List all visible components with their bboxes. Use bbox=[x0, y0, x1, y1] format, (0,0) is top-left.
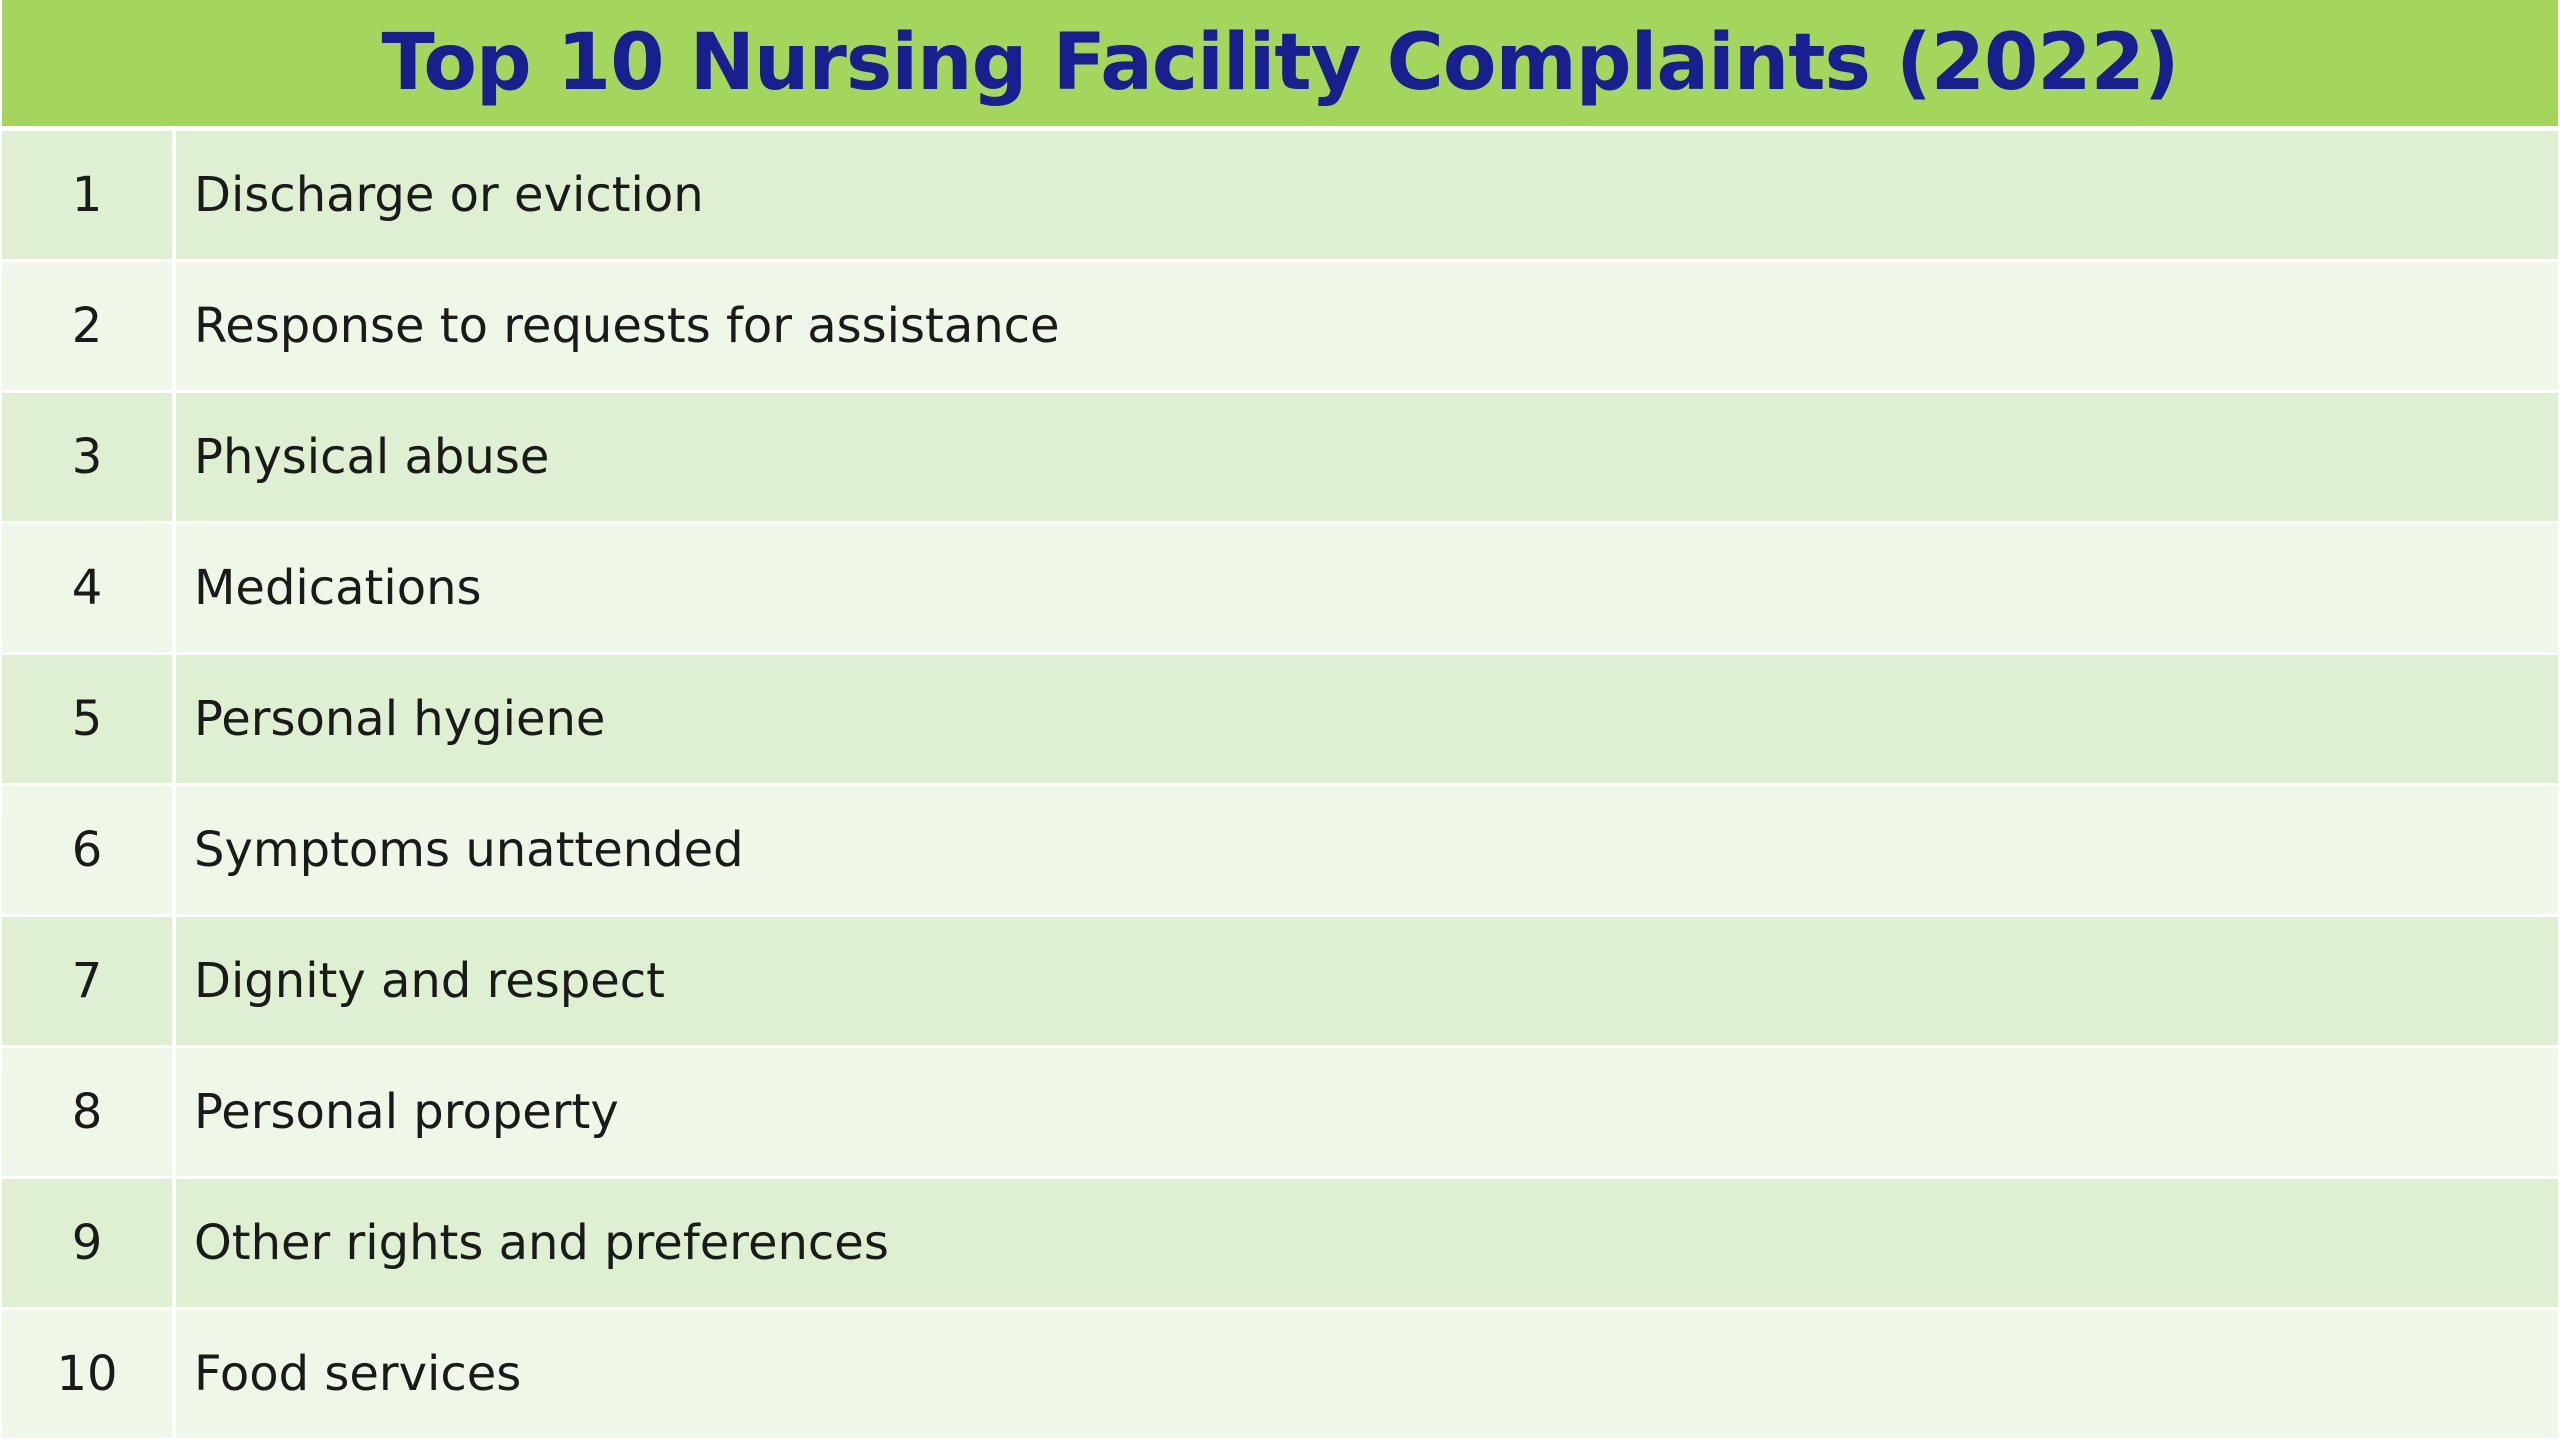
table-row: 7 Dignity and respect bbox=[0, 917, 2560, 1045]
complaint-cell: Dignity and respect bbox=[176, 917, 2558, 1045]
table-title: Top 10 Nursing Facility Complaints (2022… bbox=[381, 18, 2180, 108]
rank-cell: 1 bbox=[2, 131, 172, 259]
rank-cell: 9 bbox=[2, 1179, 172, 1307]
rank-cell: 5 bbox=[2, 655, 172, 783]
table-row: 10 Food services bbox=[0, 1310, 2560, 1438]
complaint-cell: Personal hygiene bbox=[176, 655, 2558, 783]
complaint-cell: Response to requests for assistance bbox=[176, 262, 2558, 390]
table-row: 6 Symptoms unattended bbox=[0, 786, 2560, 914]
rank-cell: 7 bbox=[2, 917, 172, 1045]
rank-cell: 4 bbox=[2, 524, 172, 652]
rank-cell: 8 bbox=[2, 1048, 172, 1176]
table-header: Top 10 Nursing Facility Complaints (2022… bbox=[2, 0, 2558, 126]
complaint-cell: Symptoms unattended bbox=[176, 786, 2558, 914]
rank-cell: 3 bbox=[2, 393, 172, 521]
table-row: 4 Medications bbox=[0, 524, 2560, 652]
complaint-cell: Medications bbox=[176, 524, 2558, 652]
table-row: 2 Response to requests for assistance bbox=[0, 262, 2560, 390]
complaint-cell: Discharge or eviction bbox=[176, 131, 2558, 259]
complaint-cell: Physical abuse bbox=[176, 393, 2558, 521]
complaint-cell: Food services bbox=[176, 1310, 2558, 1438]
table-body: 1 Discharge or eviction 2 Response to re… bbox=[0, 131, 2560, 1440]
table-row: 9 Other rights and preferences bbox=[0, 1179, 2560, 1307]
rank-cell: 2 bbox=[2, 262, 172, 390]
rank-cell: 6 bbox=[2, 786, 172, 914]
complaint-cell: Other rights and preferences bbox=[176, 1179, 2558, 1307]
table-row: 1 Discharge or eviction bbox=[0, 131, 2560, 259]
complaint-cell: Personal property bbox=[176, 1048, 2558, 1176]
rank-cell: 10 bbox=[2, 1310, 172, 1438]
table-row: 8 Personal property bbox=[0, 1048, 2560, 1176]
table-row: 5 Personal hygiene bbox=[0, 655, 2560, 783]
table-row: 3 Physical abuse bbox=[0, 393, 2560, 521]
